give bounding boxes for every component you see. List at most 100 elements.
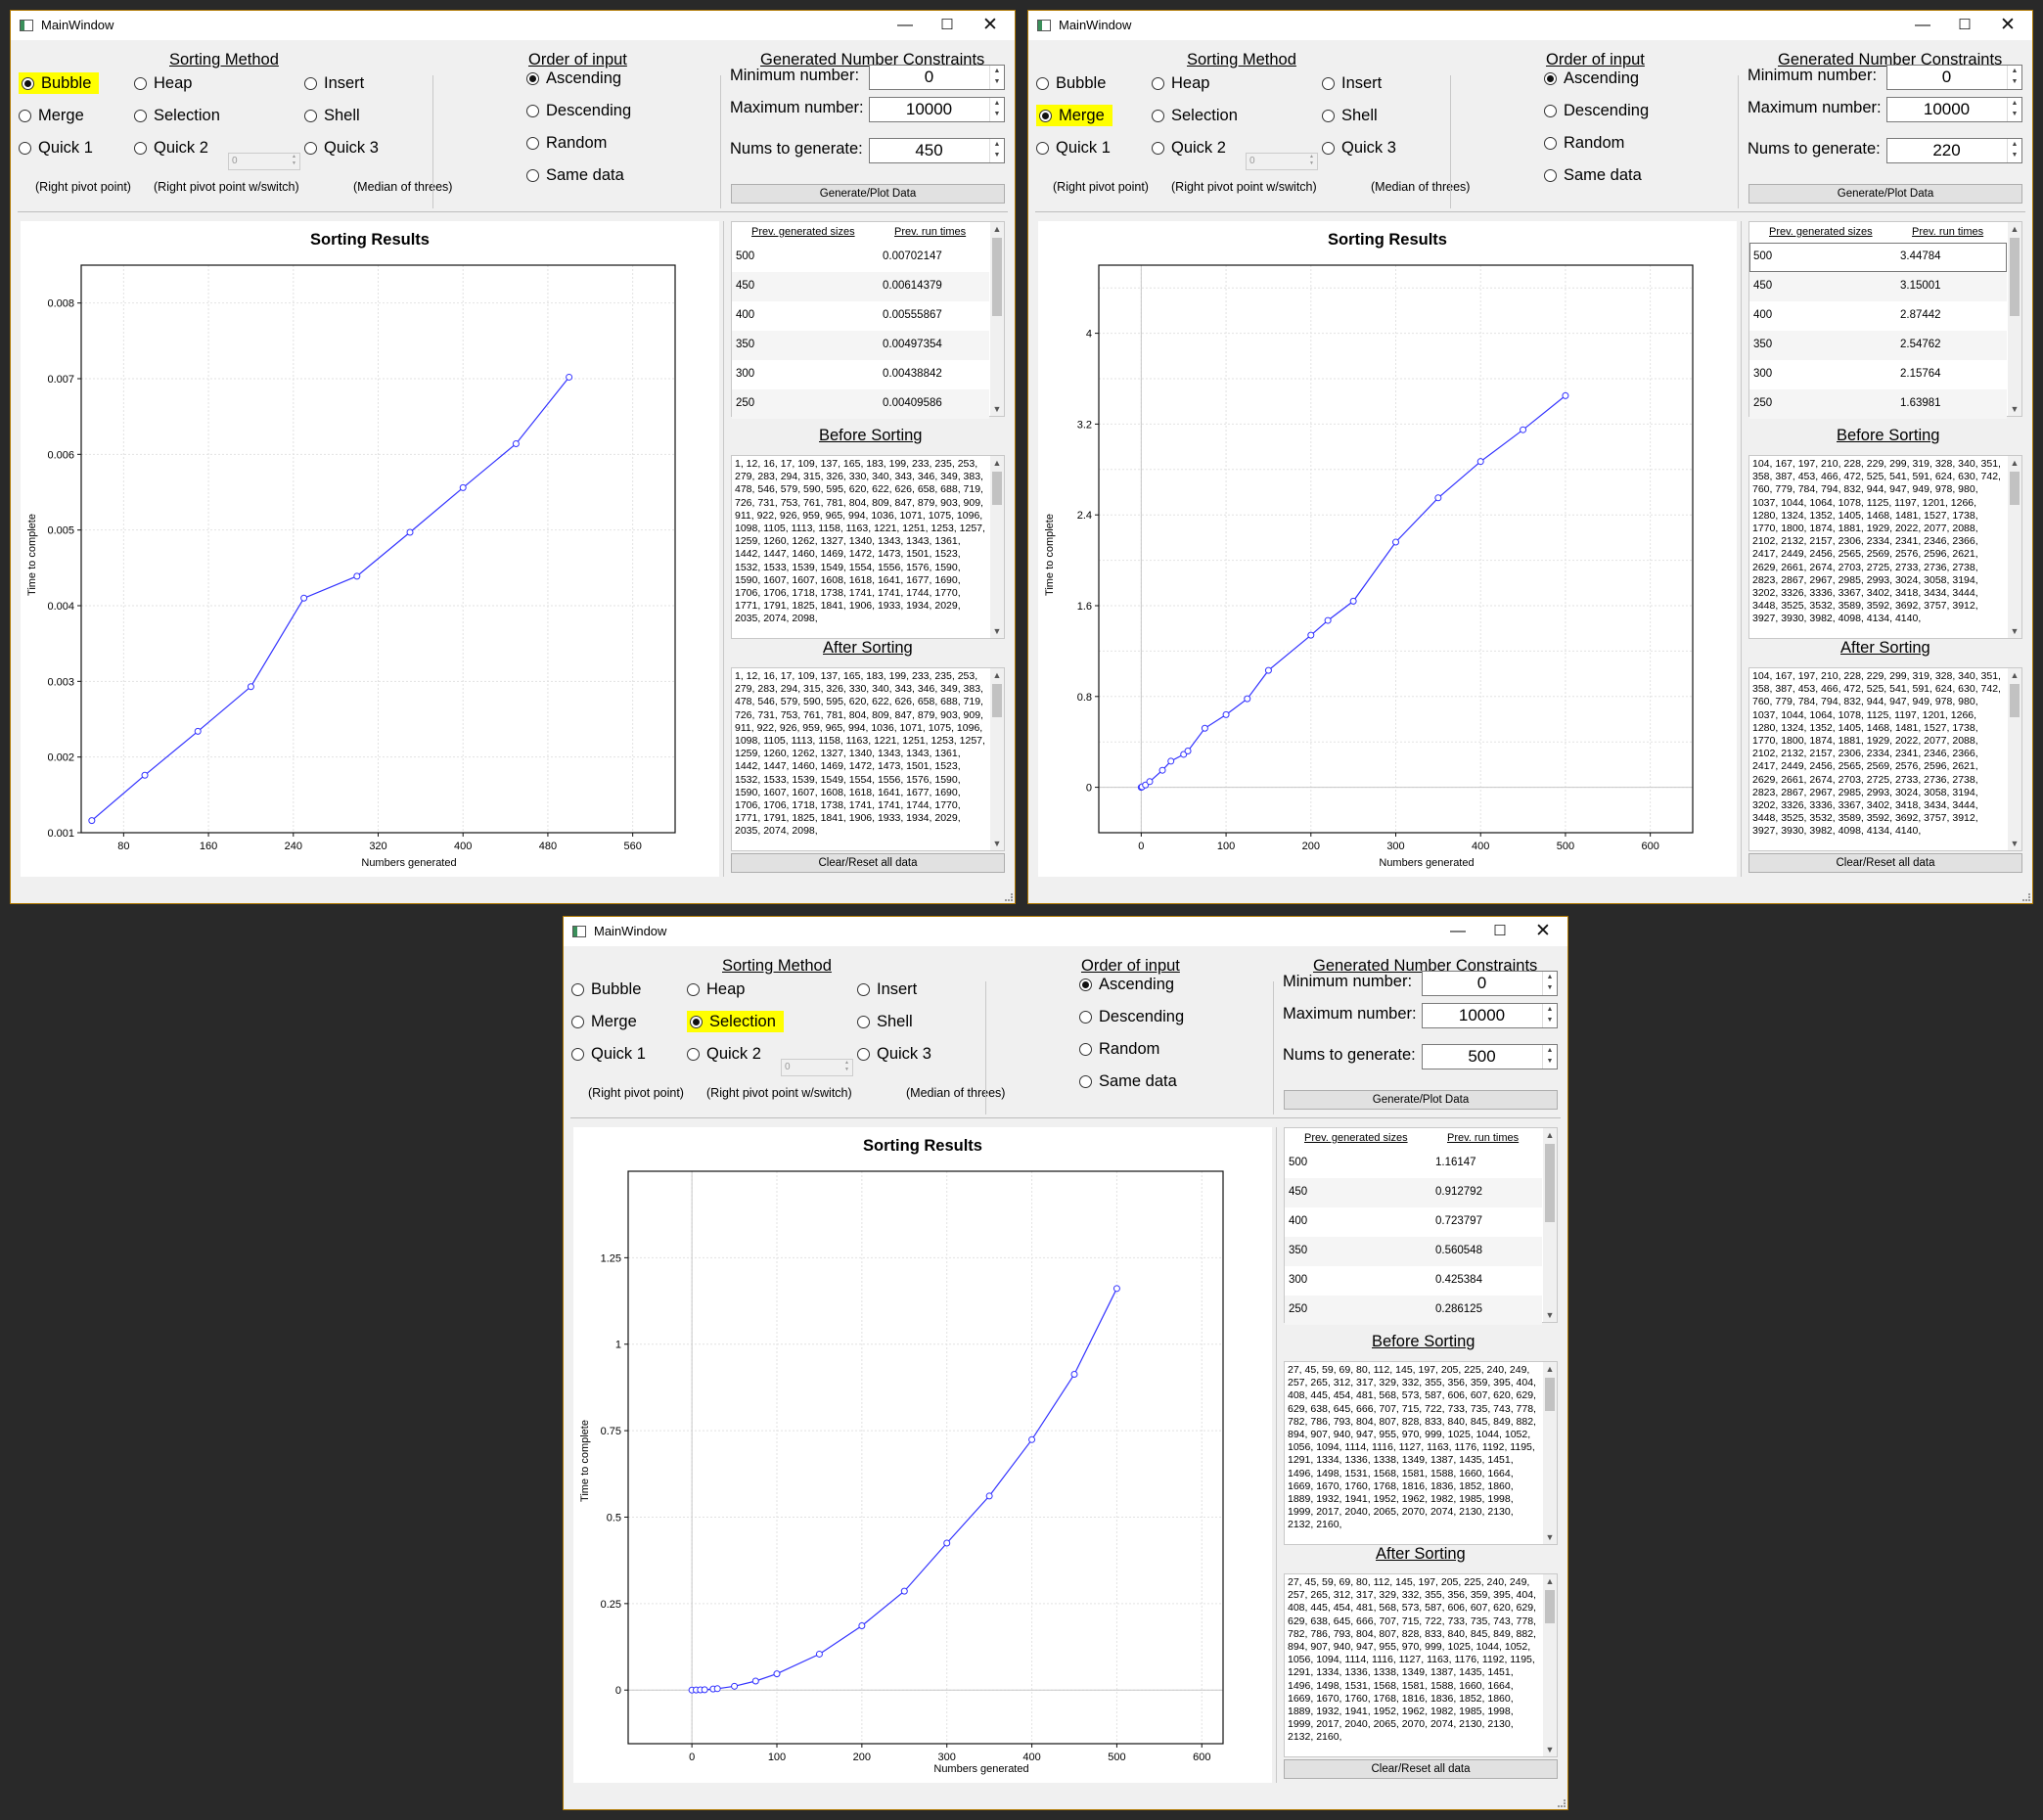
times-column-header[interactable]: Prev. run times [894, 226, 967, 238]
table-row[interactable]: 500 0.00702147 [732, 243, 989, 272]
radio-circle[interactable] [690, 1015, 703, 1028]
before-sorting-text[interactable]: 104, 167, 197, 210, 228, 229, 299, 319, … [1752, 458, 2001, 625]
size-cell[interactable]: 450 [736, 280, 755, 292]
time-cell[interactable]: 0.723797 [1435, 1215, 1482, 1227]
min-number-spinbox[interactable]: 0 ▲ ▼ [1886, 65, 2022, 90]
scroll-up-icon[interactable]: ▲ [2010, 670, 2020, 680]
table-scrollbar[interactable]: ▲ ▼ [1543, 1128, 1557, 1322]
clear-reset-button[interactable]: Clear/Reset all data [1748, 853, 2022, 873]
time-cell[interactable]: 1.63981 [1900, 397, 1941, 409]
scroll-up-icon[interactable]: ▲ [1545, 1364, 1555, 1374]
time-cell[interactable]: 0.425384 [1435, 1274, 1482, 1286]
spin-arrows-icon[interactable]: ▲ ▼ [2007, 98, 2021, 121]
radio-bubble[interactable]: Bubble [19, 72, 100, 94]
radio-circle[interactable] [1152, 109, 1164, 122]
scroll-thumb[interactable] [1545, 1144, 1555, 1222]
table-row[interactable]: 300 2.15764 [1749, 360, 2007, 389]
radio-circle[interactable] [526, 168, 539, 182]
radio-same-data[interactable]: Same data [526, 164, 624, 186]
text-scrollbar[interactable]: ▲ ▼ [990, 456, 1004, 638]
size-cell[interactable]: 500 [1289, 1157, 1308, 1168]
time-cell[interactable]: 0.560548 [1435, 1245, 1482, 1256]
radio-quick-1[interactable]: Quick 1 [1036, 137, 1111, 159]
scroll-thumb[interactable] [1545, 1590, 1555, 1623]
maximize-button[interactable]: ☐ [940, 17, 954, 33]
min-number-value[interactable]: 0 [924, 68, 934, 86]
title-bar[interactable]: MainWindow — ☐ ✕ [564, 917, 1567, 946]
before-sorting-textbox[interactable]: 1, 12, 16, 17, 109, 137, 165, 183, 199, … [731, 455, 1005, 639]
radio-circle[interactable] [1544, 136, 1557, 150]
table-row[interactable]: 500 3.44784 [1749, 243, 2007, 272]
radio-insert[interactable]: Insert [1322, 72, 1382, 94]
close-button[interactable]: ✕ [982, 15, 998, 35]
radio-quick-1[interactable]: Quick 1 [19, 137, 93, 159]
scroll-thumb[interactable] [1545, 1378, 1555, 1411]
scroll-thumb[interactable] [2010, 238, 2020, 316]
size-cell[interactable]: 350 [736, 339, 755, 350]
radio-circle[interactable] [1322, 109, 1335, 122]
sizes-column-header[interactable]: Prev. generated sizes [751, 226, 855, 238]
text-scrollbar[interactable]: ▲ ▼ [1543, 1362, 1557, 1544]
previous-results-table[interactable]: Prev. generated sizes Prev. run times 500 3… [1748, 221, 2022, 419]
after-sorting-text[interactable]: 1, 12, 16, 17, 109, 137, 165, 183, 199, … [735, 670, 985, 838]
clear-reset-button[interactable]: Clear/Reset all data [731, 853, 1005, 873]
radio-random[interactable]: Random [1544, 132, 1624, 154]
radio-descending[interactable]: Descending [526, 100, 631, 121]
radio-circle[interactable] [571, 1047, 584, 1061]
spin-arrows-icon[interactable]: ▲ ▼ [989, 139, 1004, 162]
scroll-thumb[interactable] [2010, 684, 2020, 717]
spin-arrows-icon[interactable]: ▲ ▼ [989, 66, 1004, 89]
radio-circle[interactable] [857, 1015, 870, 1028]
radio-circle[interactable] [134, 109, 147, 122]
radio-shell[interactable]: Shell [1322, 105, 1378, 126]
size-cell[interactable]: 300 [736, 368, 755, 380]
scroll-up-icon[interactable]: ▲ [2010, 224, 2020, 234]
resize-grip-icon[interactable] [1005, 893, 1013, 901]
min-number-value[interactable]: 0 [1941, 68, 1952, 86]
radio-circle[interactable] [19, 141, 31, 155]
size-cell[interactable]: 250 [1753, 397, 1773, 409]
time-cell[interactable]: 0.00409586 [883, 397, 942, 409]
table-row[interactable]: 350 2.54762 [1749, 331, 2007, 360]
radio-merge[interactable]: Merge [571, 1011, 637, 1032]
radio-circle[interactable] [1152, 141, 1164, 155]
nums-number-value[interactable]: 500 [1468, 1047, 1496, 1066]
text-scrollbar[interactable]: ▲ ▼ [2008, 456, 2021, 638]
time-cell[interactable]: 0.00555867 [883, 309, 942, 321]
radio-quick-2[interactable]: Quick 2 [134, 137, 208, 159]
clear-reset-button[interactable]: Clear/Reset all data [1284, 1759, 1558, 1779]
radio-circle[interactable] [687, 1047, 700, 1061]
radio-bubble[interactable]: Bubble [571, 978, 641, 1000]
radio-circle[interactable] [1544, 104, 1557, 117]
size-cell[interactable]: 300 [1753, 368, 1773, 380]
times-column-header[interactable]: Prev. run times [1912, 226, 1984, 238]
close-button[interactable]: ✕ [2000, 15, 2016, 35]
scroll-down-icon[interactable]: ▼ [2010, 404, 2020, 414]
minimize-button[interactable]: — [897, 17, 913, 33]
scroll-down-icon[interactable]: ▼ [2010, 839, 2020, 848]
radio-circle[interactable] [304, 76, 317, 90]
max-number-spinbox[interactable]: 10000 ▲ ▼ [1422, 1003, 1558, 1028]
max-number-value[interactable]: 10000 [1458, 1006, 1506, 1024]
table-row[interactable]: 350 0.00497354 [732, 331, 989, 360]
time-cell[interactable]: 0.00614379 [883, 280, 942, 292]
generate-plot-button[interactable]: Generate/Plot Data [731, 184, 1005, 204]
size-cell[interactable]: 400 [1289, 1215, 1308, 1227]
radio-merge[interactable]: Merge [1036, 105, 1112, 126]
radio-quick-3[interactable]: Quick 3 [857, 1043, 931, 1065]
radio-circle[interactable] [1039, 109, 1052, 122]
radio-ascending[interactable]: Ascending [526, 68, 621, 89]
sizes-column-header[interactable]: Prev. generated sizes [1769, 226, 1873, 238]
scroll-up-icon[interactable]: ▲ [992, 224, 1002, 234]
scroll-thumb[interactable] [992, 238, 1002, 316]
min-number-value[interactable]: 0 [1476, 974, 1487, 992]
table-row[interactable]: 300 0.425384 [1285, 1266, 1542, 1296]
max-number-spinbox[interactable]: 10000 ▲ ▼ [869, 97, 1005, 122]
radio-descending[interactable]: Descending [1079, 1006, 1184, 1027]
before-sorting-text[interactable]: 1, 12, 16, 17, 109, 137, 165, 183, 199, … [735, 458, 985, 625]
scroll-up-icon[interactable]: ▲ [1545, 1576, 1555, 1586]
radio-circle[interactable] [1036, 141, 1049, 155]
size-cell[interactable]: 450 [1753, 280, 1773, 292]
time-cell[interactable]: 2.15764 [1900, 368, 1941, 380]
radio-circle[interactable] [571, 982, 584, 996]
